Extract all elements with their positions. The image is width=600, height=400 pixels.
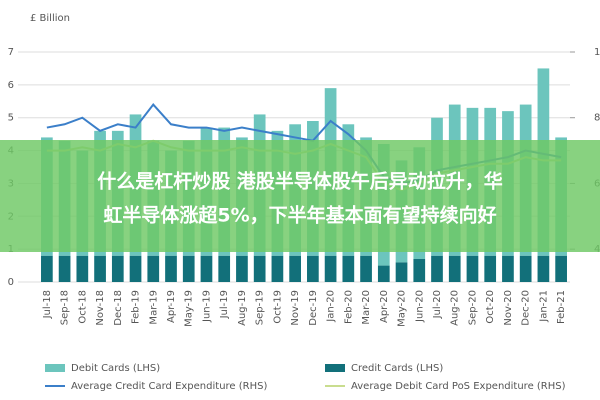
bar — [431, 255, 443, 282]
bar — [58, 255, 71, 282]
y2-tick-label: 80 — [594, 113, 600, 124]
bar — [377, 265, 390, 282]
x-tick-label: Nov-20 — [503, 290, 514, 326]
x-tick-label: Nov-19 — [290, 290, 301, 326]
x-tick-label: Dec-20 — [521, 290, 532, 326]
x-tick-label: Oct-18 — [77, 290, 88, 324]
x-tick-label: Sep-19 — [255, 290, 266, 325]
bar — [502, 255, 514, 282]
x-tick-label: Feb-20 — [343, 290, 354, 324]
x-tick-label: Jul-19 — [219, 290, 230, 319]
bar — [342, 255, 355, 282]
x-tick-label: Dec-19 — [308, 290, 319, 326]
y-tick-label: 0 — [8, 277, 14, 288]
y-tick-label: 6 — [8, 80, 14, 91]
legend-label: Credit Cards (LHS) — [351, 363, 443, 374]
x-tick-label: Oct-19 — [272, 290, 283, 324]
bar — [147, 255, 160, 282]
x-tick-label: Nov-18 — [95, 290, 106, 326]
bar — [253, 255, 266, 282]
x-tick-label: Jul-20 — [432, 290, 443, 319]
x-tick-label: Feb-19 — [131, 290, 142, 324]
x-tick-label: Sep-18 — [60, 290, 71, 325]
y-tick-label: 5 — [8, 113, 14, 124]
bar — [271, 255, 284, 282]
y2-tick-label: 100 — [594, 47, 600, 58]
legend-label: Debit Cards (LHS) — [71, 363, 160, 374]
bar — [218, 255, 231, 282]
x-tick-label: Aug-20 — [450, 290, 461, 326]
bar — [165, 255, 177, 282]
x-tick-label: Jun-20 — [414, 290, 425, 323]
bar — [41, 255, 53, 282]
bar — [448, 255, 461, 282]
bar — [236, 255, 248, 282]
bar — [537, 255, 550, 282]
bar — [484, 255, 497, 282]
bar — [395, 262, 408, 282]
x-tick-label: Apr-19 — [166, 290, 177, 323]
x-tick-label: Jul-18 — [42, 290, 53, 319]
x-tick-label: Oct-20 — [485, 290, 496, 324]
bar — [307, 255, 319, 282]
x-tick-label: May-20 — [397, 290, 408, 327]
bar — [111, 255, 124, 282]
x-tick-label: Mar-20 — [361, 290, 372, 325]
x-tick-label: Apr-20 — [379, 290, 390, 323]
bar — [555, 255, 567, 282]
bar — [129, 255, 142, 282]
legend-label: Average Credit Card Expenditure (RHS) — [71, 381, 267, 392]
x-tick-label: Aug-19 — [237, 290, 248, 326]
bar — [324, 255, 337, 282]
legend-swatch — [45, 364, 65, 372]
bar — [76, 255, 89, 282]
x-tick-label: Dec-18 — [113, 290, 124, 326]
x-tick-label: Mar-19 — [148, 290, 159, 325]
bar — [94, 255, 106, 282]
x-tick-label: May-19 — [184, 290, 195, 327]
banner-text: 虹半导体涨超5%，下半年基本面有望持续向好 — [103, 204, 496, 227]
banner — [0, 140, 600, 252]
bar — [182, 255, 195, 282]
bar — [200, 255, 213, 282]
bar — [519, 255, 532, 282]
y-tick-label: 7 — [8, 47, 14, 58]
legend-label: Average Debit Card PoS Expenditure (RHS) — [351, 381, 566, 392]
banner-text: 什么是杠杆炒股 港股半导体股午后异动拉升，华 — [97, 170, 503, 193]
x-tick-label: Sep-20 — [467, 290, 478, 325]
y-axis-label: £ Billion — [30, 13, 70, 24]
bar — [413, 259, 426, 282]
x-tick-label: Jun-19 — [201, 290, 212, 323]
x-tick-label: Feb-21 — [556, 290, 567, 324]
x-tick-label: Jan-20 — [326, 290, 337, 323]
bar — [289, 255, 301, 282]
x-tick-label: Jan-21 — [538, 290, 549, 323]
legend-swatch — [325, 364, 345, 372]
bar — [466, 255, 479, 282]
bar — [360, 255, 372, 282]
